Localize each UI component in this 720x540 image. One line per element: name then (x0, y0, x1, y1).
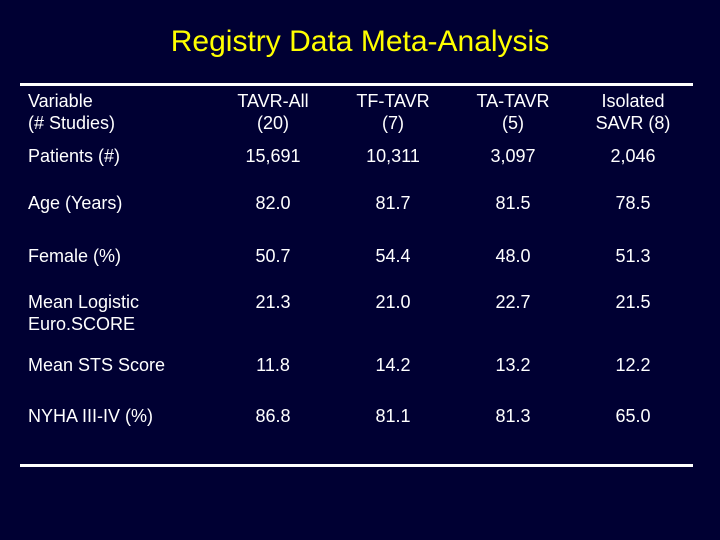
header-variable: Variable (# Studies) (20, 88, 213, 143)
table-bottom-rule (20, 464, 693, 467)
row-label: NYHA III-IV (%) (28, 406, 154, 426)
table-row-sts: Mean STS Score 11.8 14.2 13.2 12.2 (20, 341, 693, 389)
cell-ta-tavr: 3,097 (490, 146, 536, 166)
cell-isolated-savr: 21.5 (615, 292, 651, 312)
table-row-euroscore: Mean Logistic Euro.SCORE 21.3 21.0 22.7 … (20, 283, 693, 341)
row-label: Age (Years) (28, 193, 123, 213)
header-isolated-savr-line2: SAVR (8) (595, 113, 671, 133)
cell-ta-tavr: 81.5 (495, 193, 531, 213)
table-header-row: Variable (# Studies) TAVR-All (20) TF-TA… (20, 88, 693, 143)
header-tavr-all-line2: (20) (256, 113, 289, 133)
header-tavr-all: TAVR-All (20) (213, 88, 333, 143)
row-label: Mean STS Score (28, 355, 166, 375)
cell-tavr-all: 82.0 (255, 193, 291, 213)
header-tf-tavr-line2: (7) (382, 113, 404, 133)
cell-tavr-all: 86.8 (255, 406, 291, 426)
row-label-line1: Mean Logistic (28, 292, 140, 312)
cell-tf-tavr: 54.4 (375, 246, 411, 266)
cell-isolated-savr: 51.3 (615, 246, 651, 266)
slide-title: Registry Data Meta-Analysis (170, 25, 550, 58)
row-label: Mean Logistic Euro.SCORE (20, 283, 213, 341)
cell-isolated-savr: 12.2 (615, 355, 651, 375)
table-row-nyha: NYHA III-IV (%) 86.8 81.1 81.3 65.0 (20, 389, 693, 443)
cell-tavr-all: 21.3 (255, 292, 291, 312)
cell-isolated-savr: 78.5 (615, 193, 651, 213)
table-row-age: Age (Years) 82.0 81.7 81.5 78.5 (20, 177, 693, 229)
table-row-patients: Patients (#) 15,691 10,311 3,097 2,046 (20, 143, 693, 177)
cell-tavr-all: 50.7 (255, 246, 291, 266)
cell-tf-tavr: 10,311 (366, 146, 420, 166)
cell-tavr-all: 11.8 (256, 355, 290, 375)
header-tf-tavr: TF-TAVR (7) (333, 88, 453, 143)
cell-tf-tavr: 14.2 (375, 355, 411, 375)
cell-isolated-savr: 65.0 (615, 406, 651, 426)
cell-isolated-savr: 2,046 (610, 146, 656, 166)
header-variable-line1: Variable (28, 91, 93, 111)
table-top-rule (20, 83, 693, 86)
header-ta-tavr-line2: (5) (502, 113, 524, 133)
cell-ta-tavr: 81.3 (495, 406, 531, 426)
cell-ta-tavr: 13.2 (495, 355, 531, 375)
header-isolated-savr: Isolated SAVR (8) (573, 88, 693, 143)
cell-tf-tavr: 81.7 (375, 193, 411, 213)
cell-tf-tavr: 81.1 (375, 406, 411, 426)
cell-ta-tavr: 48.0 (495, 246, 531, 266)
registry-data-table: Variable (# Studies) TAVR-All (20) TF-TA… (20, 88, 693, 443)
row-label-line2: Euro.SCORE (28, 314, 136, 334)
header-isolated-savr-line1: Isolated (601, 91, 665, 111)
header-tf-tavr-line1: TF-TAVR (356, 91, 430, 111)
header-variable-line2: (# Studies) (28, 113, 116, 133)
header-ta-tavr: TA-TAVR (5) (453, 88, 573, 143)
header-ta-tavr-line1: TA-TAVR (476, 91, 550, 111)
row-label: Female (%) (28, 246, 122, 266)
header-tavr-all-line1: TAVR-All (237, 91, 309, 111)
cell-tf-tavr: 21.0 (375, 292, 411, 312)
row-label: Patients (#) (28, 146, 121, 166)
cell-tavr-all: 15,691 (245, 146, 301, 166)
table-row-female: Female (%) 50.7 54.4 48.0 51.3 (20, 229, 693, 283)
cell-ta-tavr: 22.7 (495, 292, 531, 312)
